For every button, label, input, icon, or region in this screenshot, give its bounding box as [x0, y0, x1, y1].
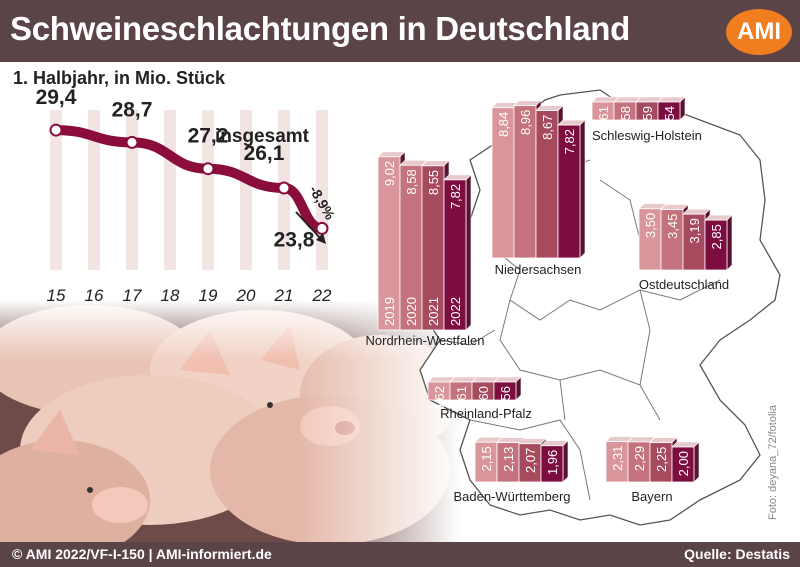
bar-value-label: 0,58 [618, 106, 633, 131]
line-chart-title: 1. Halbjahr, in Mio. Stück [13, 68, 226, 88]
header-bar: Schweineschlachtungen in Deutschland AMI [0, 0, 800, 62]
bar [493, 381, 517, 401]
data-point [315, 221, 329, 235]
bar-side [726, 214, 733, 271]
x-tick-label: 18 [161, 286, 180, 305]
bar-value-label: 7,82 [448, 184, 463, 209]
bar-value-label: 2,85 [709, 224, 724, 249]
bar-value-label: 0,61 [454, 386, 469, 411]
bar-value-label: 0,54 [662, 106, 677, 131]
region-label: Ostdeutschland [639, 277, 729, 292]
grid-stripe [240, 110, 252, 270]
pigs-photo [0, 300, 460, 542]
bar-side [465, 174, 472, 331]
region-label: Niedersachsen [495, 262, 582, 277]
year-label: 2022 [448, 297, 463, 326]
bar-chart-bayern: 2,31 2,29 2,25 2,00 Bayern [605, 435, 700, 504]
x-tick-label: 19 [199, 286, 218, 305]
bar [671, 446, 695, 483]
region-label: Schleswig-Holstein [592, 128, 702, 143]
bar [704, 219, 728, 271]
bar-chart-nordrhein-westfalen: 9,02 2019 8,58 2020 8,55 2021 7,82 2022 Nordrhei… [366, 151, 485, 348]
data-point [125, 135, 139, 149]
bar-value-label: 3,50 [643, 213, 658, 238]
bar-value-label: 9,02 [382, 161, 397, 186]
bar-value-label: 2,31 [610, 446, 625, 471]
ami-logo: AMI [726, 9, 792, 55]
bar [443, 179, 467, 331]
annotation-arrowhead [316, 233, 326, 244]
bar-value-label: 0,59 [640, 106, 655, 131]
bar [657, 101, 681, 121]
bar-value-label: 1,96 [545, 450, 560, 475]
bar [557, 124, 581, 259]
x-tick-label: 21 [274, 286, 294, 305]
bar-side [579, 119, 586, 259]
bar-chart-niedersachsen: 8,84 8,96 8,67 7,82 Niedersachsen [491, 99, 586, 277]
region-label: Bayern [631, 489, 672, 504]
year-label: 2020 [404, 297, 419, 326]
bar-value-label: 0,61 [596, 106, 611, 131]
bar-chart-baden-w-rttemberg: 2,15 2,13 2,07 1,96 Baden-Württemberg [453, 436, 571, 504]
x-tick-label: 15 [47, 286, 66, 305]
bar-side [693, 441, 700, 483]
bar-value-label: 7,82 [562, 129, 577, 154]
bar-value-label: 2,00 [676, 451, 691, 476]
bar-value-label: 8,67 [540, 115, 555, 140]
x-tick-label: 20 [236, 286, 256, 305]
bar-value-label: 2,07 [523, 448, 538, 473]
bar [540, 445, 564, 483]
copyright-text: © AMI 2022/VF-I-150 | AMI-informiert.de [12, 546, 272, 562]
bar-value-label: 3,19 [687, 218, 702, 243]
annotation-arrow [295, 211, 323, 241]
bar-chart-ostdeutschland: 3,50 3,45 3,19 2,85 Ostdeutschland [638, 203, 733, 292]
bar-side [562, 440, 569, 483]
data-label: 27,2 [188, 125, 229, 148]
bar-value-label: 2,29 [632, 446, 647, 471]
footer-bar: © AMI 2022/VF-I-150 | AMI-informiert.de … [0, 542, 800, 567]
bar-value-label: 0,60 [476, 386, 491, 411]
data-label: 23,8 [274, 228, 315, 251]
region-label: Nordrhein-Westfalen [366, 333, 485, 348]
data-point [277, 181, 291, 195]
bar-value-label: 8,58 [404, 169, 419, 194]
data-label: 28,7 [112, 98, 153, 121]
source-text: Quelle: Destatis [684, 546, 790, 562]
grid-stripe [50, 110, 62, 270]
bar-value-label: 3,45 [665, 214, 680, 239]
region-label: Baden-Württemberg [453, 489, 570, 504]
page-title: Schweineschlachtungen in Deutschland [10, 10, 630, 47]
year-label: 2021 [426, 297, 441, 326]
grid-stripe [126, 110, 138, 270]
data-point [201, 162, 215, 176]
region-label: Rheinland-Pfalz [440, 406, 532, 421]
bar-value-label: 2,13 [501, 447, 516, 472]
year-label: 2019 [382, 297, 397, 326]
data-point [49, 123, 63, 137]
grid-stripe [202, 110, 214, 270]
bar-value-label: 8,55 [426, 170, 441, 195]
bar-value-label: 8,96 [518, 110, 533, 135]
x-tick-label: 17 [123, 286, 142, 305]
bar-value-label: 8,84 [496, 112, 511, 137]
x-tick-label: 22 [312, 286, 332, 305]
grid-stripe [88, 110, 100, 270]
series-label: insgesamt [215, 126, 310, 147]
data-label: 26,1 [244, 142, 285, 165]
photo-credit: Foto: deyana_72/fotolia [767, 405, 779, 520]
x-tick-label: 16 [85, 286, 104, 305]
bar-value-label: 0,62 [432, 386, 447, 411]
data-label: 29,4 [36, 86, 77, 109]
bar-value-label: 0,56 [498, 386, 513, 411]
bar-value-label: 2,25 [654, 447, 669, 472]
bar-value-label: 2,15 [479, 446, 494, 471]
